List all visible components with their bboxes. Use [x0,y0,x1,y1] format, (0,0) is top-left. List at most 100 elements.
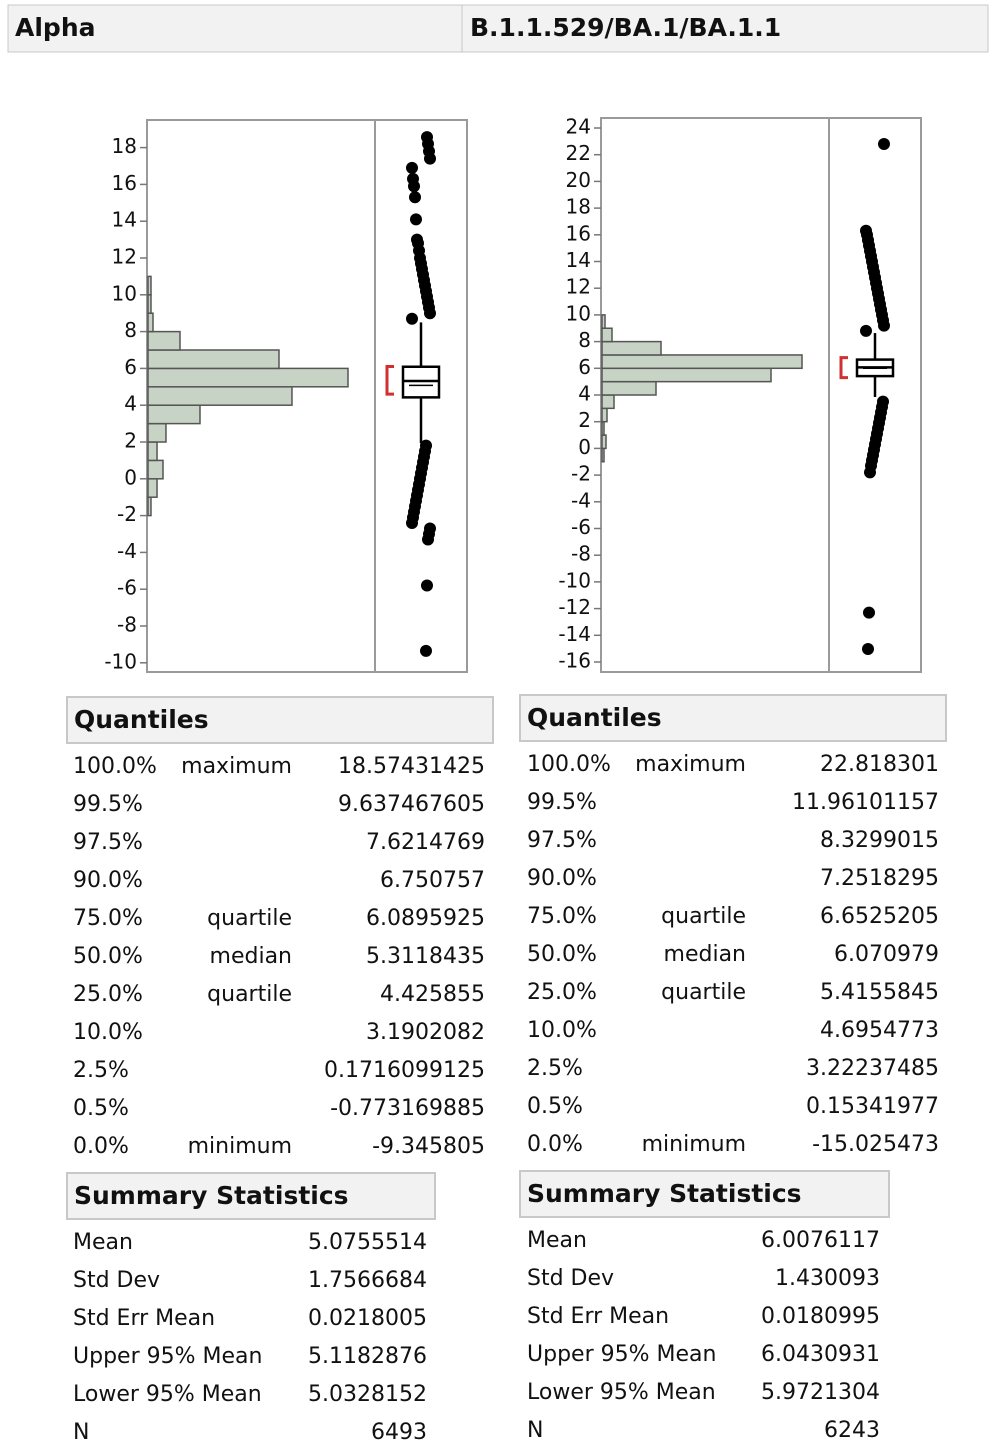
summary-label: Upper 95% Mean [73,1344,262,1369]
histogram-bar [601,380,657,396]
y-tick-label: 4 [124,392,137,416]
y-tick-label: 2 [578,408,591,432]
y-tick-label: 18 [112,134,137,158]
quantile-value: 0.1716099125 [324,1058,485,1083]
quantile-label: median [210,944,292,969]
shortest-half [385,365,394,396]
y-tick-label: 12 [112,245,137,269]
y-tick-label: 8 [124,318,137,342]
y-tick-label: -6 [117,576,137,600]
quantile-pct: 75.0% [527,904,597,929]
quantiles-title: Quantiles [527,703,662,732]
summary-value: 6.0430931 [761,1342,880,1367]
y-tick-label: -8 [571,542,591,566]
quantile-pct: 90.0% [73,868,143,893]
histogram-bar [601,354,803,370]
quantile-value: 5.4155845 [820,980,939,1005]
y-tick-label: 16 [112,171,137,195]
quantiles-header [66,696,494,744]
quantile-value: 4.6954773 [820,1018,939,1043]
quantile-value: 3.22237485 [806,1056,939,1081]
y-tick-label: -4 [117,539,137,563]
quantile-label: quartile [207,906,292,931]
summary-label: Mean [527,1228,587,1253]
outlier-point [863,606,875,619]
quantile-value: -0.773169885 [330,1096,485,1121]
quantile-label: quartile [661,980,746,1005]
histogram-bar [147,367,349,388]
y-tick-label: 24 [566,115,591,139]
quantile-pct: 10.0% [527,1018,597,1043]
quantile-pct: 90.0% [527,866,597,891]
histogram-bar [601,394,615,410]
quantile-label: quartile [207,982,292,1007]
summary-value: 0.0218005 [308,1306,427,1331]
summary-value: 6243 [824,1418,880,1443]
histogram-bar [147,294,152,314]
quantile-pct: 2.5% [527,1056,583,1081]
histogram-bar [147,349,280,370]
summary-label: Std Err Mean [527,1304,669,1329]
header-bar [7,4,989,53]
y-tick-label: -4 [571,488,591,512]
summary-value: 5.0328152 [308,1382,427,1407]
y-tick-label: 8 [578,328,591,352]
quantile-pct: 0.5% [73,1096,129,1121]
y-tick-label: -8 [117,613,137,637]
summary-label: Lower 95% Mean [73,1382,262,1407]
y-tick-label: 0 [124,465,137,489]
outlier-point [878,138,890,151]
outlier-point [406,161,418,174]
histogram-bar [147,478,158,498]
quantile-value: 6.6525205 [820,904,939,929]
outlier-point [864,466,876,479]
quantile-value: -15.025473 [812,1132,939,1157]
quantile-value: 4.425855 [380,982,485,1007]
shortest-half [839,356,848,380]
y-tick-label: 22 [566,141,591,165]
y-tick-label: 2 [124,429,137,453]
histogram-bar [601,367,772,383]
quantile-label: minimum [188,1134,292,1159]
histogram-bar [147,275,152,296]
histogram-bar [601,407,608,423]
summary-value: 6.0076117 [761,1228,880,1253]
y-tick-label: 4 [578,382,591,406]
quantile-pct: 2.5% [73,1058,129,1083]
y-tick-label: 6 [124,355,137,379]
quantile-pct: 25.0% [527,980,597,1005]
quantile-pct: 0.5% [527,1094,583,1119]
quantile-pct: 100.0% [527,752,611,777]
y-tick-label: -14 [558,622,591,646]
histogram-bar [601,420,605,436]
quantile-value: -9.345805 [372,1134,485,1159]
header-right: B.1.1.529/BA.1/BA.1.1 [470,13,781,42]
outlier-point [407,172,419,185]
header-left: Alpha [15,13,95,42]
outlier-point [410,213,422,226]
summary-value: 5.0755514 [308,1230,427,1255]
summary-label: N [527,1418,543,1443]
quantile-value: 3.1902082 [366,1020,485,1045]
quantile-label: maximum [635,752,746,777]
summary-value: 1.430093 [775,1266,880,1291]
y-tick-label: -2 [571,462,591,486]
quantile-pct: 10.0% [73,1020,143,1045]
y-tick-label: -12 [558,595,591,619]
quantile-pct: 97.5% [527,828,597,853]
histogram-bar [147,459,164,480]
quantile-value: 7.2518295 [820,866,939,891]
summary-label: Std Dev [73,1268,160,1293]
outlier-point [420,644,432,657]
histogram-bar [601,447,605,463]
quantile-pct: 99.5% [527,790,597,815]
histogram-bar [601,327,613,343]
y-tick-label: 18 [566,195,591,219]
y-tick-label: -2 [117,502,137,526]
quantile-value: 11.96101157 [792,790,939,815]
quantile-pct: 0.0% [73,1134,129,1159]
quantile-value: 6.070979 [834,942,939,967]
summary-value: 5.1182876 [308,1344,427,1369]
